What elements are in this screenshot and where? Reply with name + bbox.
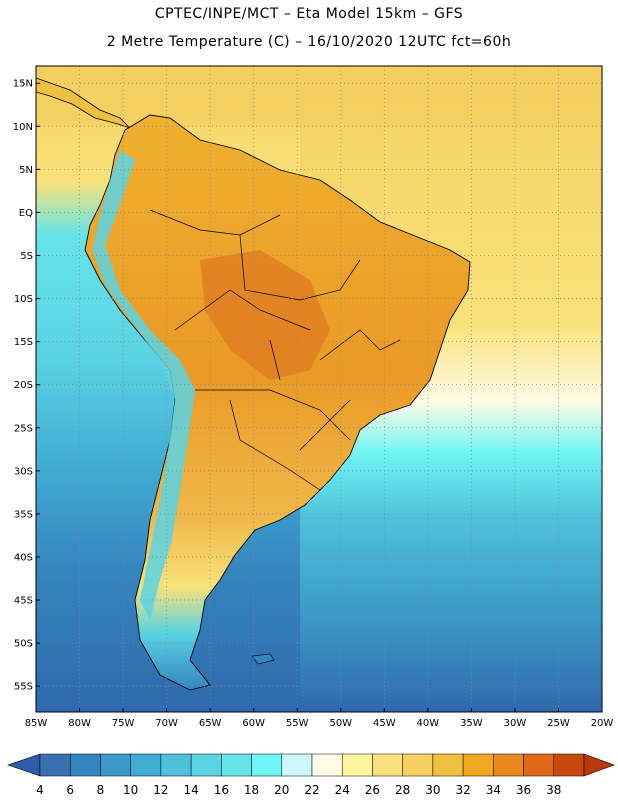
- lon-tick-label: 55W: [286, 718, 309, 729]
- colorbar-swatch: [221, 753, 252, 777]
- map-frame: [35, 65, 603, 713]
- lat-tick-label: 35S: [14, 509, 33, 520]
- lon-tick-label: 50W: [329, 718, 352, 729]
- lat-tick-label: 5S: [20, 251, 33, 262]
- colorbar-label: 28: [395, 783, 410, 797]
- colorbar-swatch: [281, 753, 313, 777]
- central-america-land: [36, 77, 131, 129]
- lat-tick-label: 30S: [14, 466, 33, 477]
- map-title-line-1: CPTEC/INPE/MCT – Eta Model 15km – GFS: [154, 6, 464, 22]
- map-field: [36, 66, 602, 712]
- colorbar-swatch: [39, 753, 71, 777]
- lon-tick-label: 30W: [504, 718, 527, 729]
- colorbar-swatch: [160, 753, 192, 777]
- colorbar-label: 34: [486, 783, 501, 797]
- colorbar-swatch: [341, 753, 373, 777]
- lat-tick-label: 20S: [14, 380, 33, 391]
- map-title-line-2: 2 Metre Temperature (C) – 16/10/2020 12U…: [106, 34, 512, 50]
- falkland-islands: [251, 653, 275, 665]
- colorbar-swatch: [69, 753, 101, 777]
- lat-tick-label: 45S: [14, 596, 33, 607]
- colorbar-label: 18: [244, 783, 259, 797]
- lon-tick-label: 35W: [460, 718, 483, 729]
- lat-tick-label: 40S: [14, 552, 33, 563]
- colorbar-swatch: [402, 753, 434, 777]
- colorbar-label: 8: [97, 783, 105, 797]
- colorbar-swatch: [462, 753, 494, 777]
- temperature-colorbar: 4 6 8 10 12 14 16 18 20 22 24 26 28 30 32 34 36 38: [7, 753, 615, 797]
- colorbar-swatch: [190, 753, 222, 777]
- lon-tick-label: 65W: [199, 718, 222, 729]
- lon-tick-label: 20W: [591, 718, 614, 729]
- lat-tick-label: 15S: [14, 337, 33, 348]
- colorbar-swatch: [493, 753, 524, 777]
- colorbar-label: 12: [153, 783, 168, 797]
- country-borders: [149, 209, 401, 491]
- lon-tick-label: 85W: [25, 718, 48, 729]
- colorbar-swatch: [100, 753, 131, 777]
- colorbar-label: 24: [335, 783, 350, 797]
- colorbar-swatch: [130, 753, 162, 777]
- lon-tick-label: 60W: [242, 718, 265, 729]
- lat-tick-label: EQ: [19, 208, 33, 219]
- lat-tick-label: 10N: [13, 122, 33, 133]
- colorbar-swatch: [553, 753, 585, 777]
- andes-cool-zone: [92, 150, 195, 620]
- colorbar-label: 22: [304, 783, 319, 797]
- colorbar-swatch: [251, 753, 283, 777]
- colorbar-swatch: [432, 753, 464, 777]
- lat-tick-label: 55S: [14, 682, 33, 693]
- colorbar-swatch: [523, 753, 555, 777]
- lon-tick-label: 75W: [112, 718, 135, 729]
- colorbar-label: 30: [425, 783, 440, 797]
- colorbar-label: 38: [546, 783, 561, 797]
- caribbean-field: [36, 66, 602, 126]
- colorbar-label: 16: [214, 783, 229, 797]
- lon-tick-label: 80W: [68, 718, 91, 729]
- lat-tick-label: 10S: [14, 294, 33, 305]
- lon-tick-label: 45W: [373, 718, 396, 729]
- colorbar-label: 36: [516, 783, 531, 797]
- colorbar-high-arrow: [583, 753, 615, 777]
- colorbar-label: 20: [274, 783, 289, 797]
- longitude-tick-labels: 85W 80W 75W 70W 65W 60W 55W 50W 45W 40W 35W 30W 25W 2…: [25, 708, 614, 729]
- colorbar-label: 32: [455, 783, 470, 797]
- colorbar-label: 14: [183, 783, 198, 797]
- lat-tick-label: 25S: [14, 423, 33, 434]
- latitude-tick-labels: 15N 10N 5N EQ 5S 10S 15S 20S 25S 30S 35S 40S 45S 50S 5…: [13, 79, 40, 693]
- colorbar-low-arrow: [7, 753, 41, 777]
- lat-tick-label: 15N: [13, 79, 33, 90]
- colorbar-swatch: [311, 753, 343, 777]
- colorbar-label: 6: [66, 783, 74, 797]
- lat-tick-label: 50S: [14, 639, 33, 650]
- lon-tick-label: 70W: [155, 718, 178, 729]
- lon-tick-label: 40W: [417, 718, 440, 729]
- lat-tick-label: 5N: [19, 165, 33, 176]
- colorbar-swatch: [372, 753, 403, 777]
- lon-tick-label: 25W: [547, 718, 570, 729]
- colorbar-label: 10: [123, 783, 138, 797]
- colorbar-label: 26: [365, 783, 380, 797]
- colorbar-label: 4: [36, 783, 44, 797]
